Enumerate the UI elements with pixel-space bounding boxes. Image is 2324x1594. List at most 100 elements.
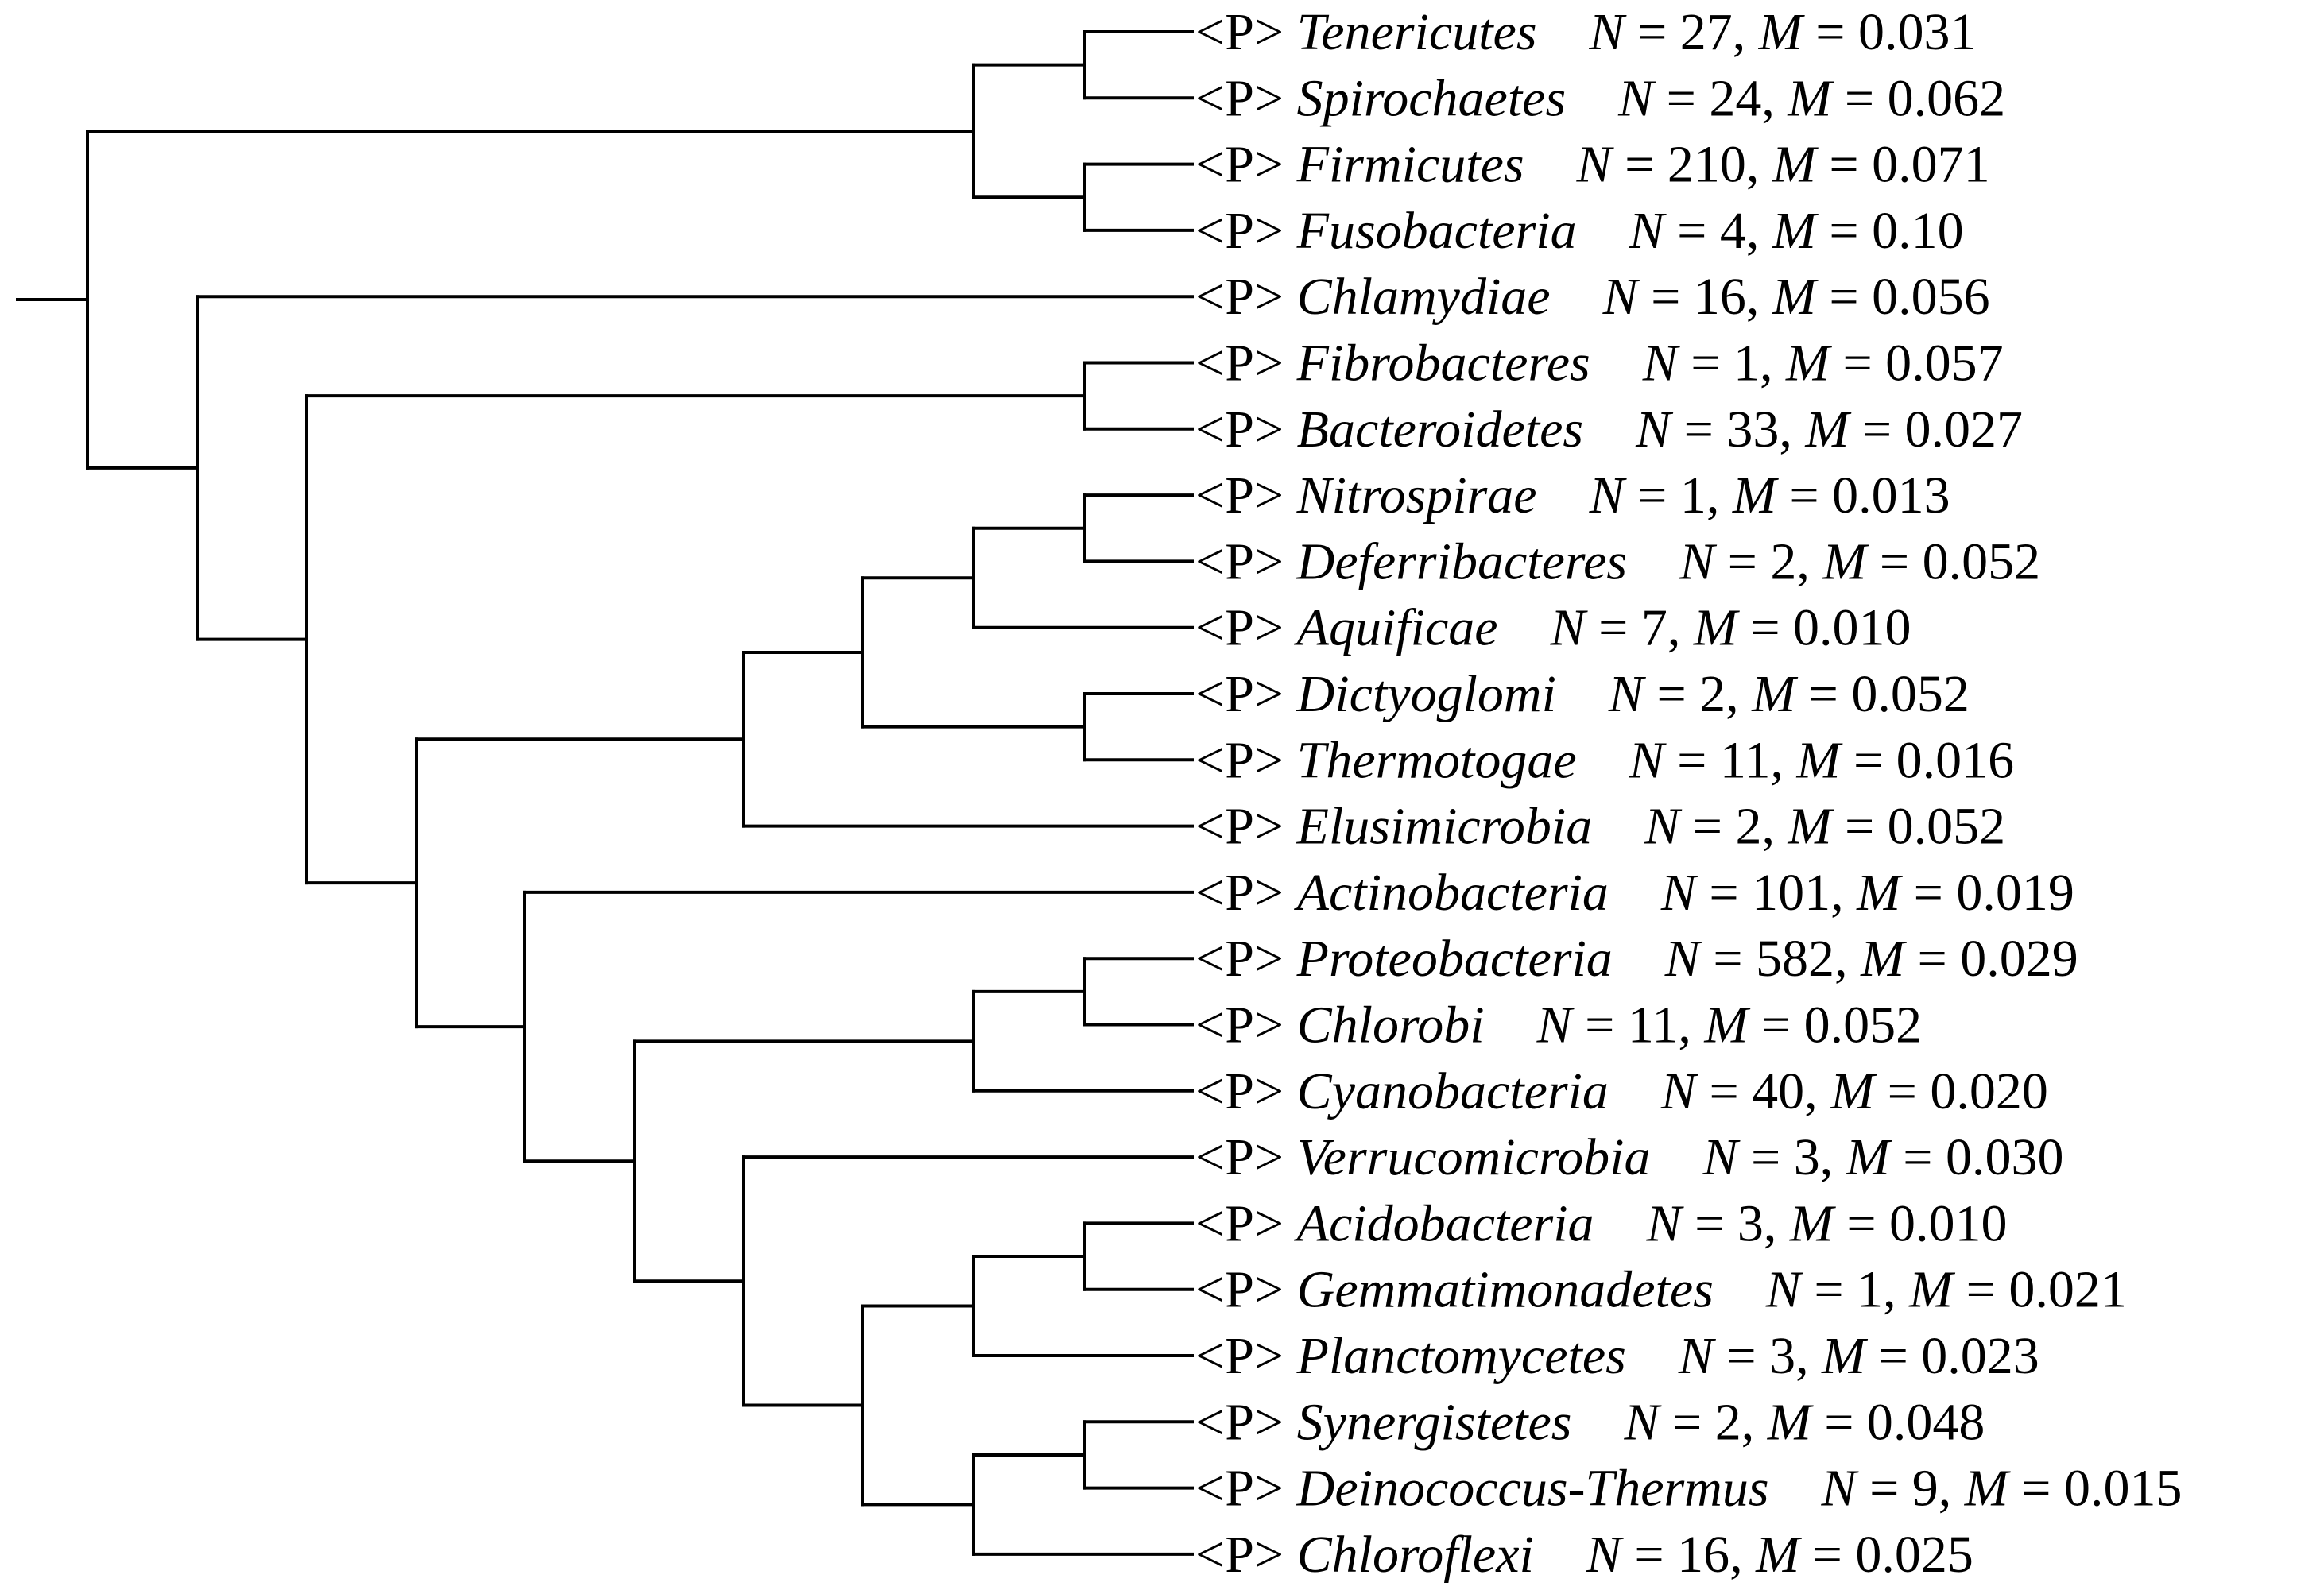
rank-marker: <P>: [1195, 1525, 1297, 1583]
rank-marker: <P>: [1195, 1260, 1297, 1318]
spacer: [1524, 135, 1577, 193]
spacer: [1594, 1194, 1647, 1252]
m-value: = 0.052: [1831, 797, 2005, 855]
taxon-name: Deinococcus-Thermus: [1296, 1459, 1769, 1517]
spacer: [1626, 1327, 1679, 1385]
n-label: N: [1821, 1459, 1860, 1517]
m-label: M: [1830, 1062, 1877, 1120]
leaf-label: <P> Gemmatimonadetes N = 1, M = 0.021: [1195, 1260, 2127, 1318]
rank-marker: <P>: [1195, 201, 1297, 259]
n-label: N: [1702, 1128, 1741, 1186]
spacer: [1583, 400, 1636, 458]
m-value: = 0.019: [1900, 863, 2074, 921]
leaf-label: <P> Fusobacteria N = 4, M = 0.10: [1195, 201, 1964, 259]
leaf-label: <P> Verrucomicrobia N = 3, M = 0.030: [1195, 1128, 2063, 1186]
n-label: N: [1660, 1062, 1699, 1120]
leaf-label: <P> Chlamydiae N = 16, M = 0.056: [1195, 268, 1990, 326]
taxon-name: Elusimicrobia: [1296, 797, 1593, 855]
m-label: M: [1856, 863, 1904, 921]
spacer: [1627, 532, 1679, 590]
taxon-name: Actinobacteria: [1294, 863, 1609, 921]
n-value: = 40,: [1696, 1062, 1830, 1120]
m-label: M: [1767, 1393, 1815, 1451]
leaf-labels: <P> Tenericutes N = 27, M = 0.031 <P> Spi…: [1195, 3, 2183, 1584]
m-label: M: [1751, 665, 1799, 723]
m-value: = 0.052: [1748, 996, 1922, 1054]
m-label: M: [1795, 731, 1843, 789]
m-value: = 0.030: [1890, 1128, 2064, 1186]
n-value: = 24,: [1653, 69, 1788, 127]
tree-branches: [16, 30, 1194, 1556]
leaf-label: <P> Deinococcus-Thermus N = 9, M = 0.015: [1195, 1459, 2183, 1517]
rank-marker: <P>: [1195, 1062, 1297, 1120]
m-label: M: [1772, 201, 1819, 259]
m-label: M: [1755, 1525, 1803, 1583]
m-value: = 0.025: [1799, 1525, 1973, 1583]
leaf-label: <P> Actinobacteria N = 101, M = 0.019: [1195, 863, 2074, 921]
n-value: = 4,: [1664, 201, 1772, 259]
leaf-label: <P> Aquificae N = 7, M = 0.010: [1195, 598, 1911, 656]
spacer: [1714, 1260, 1766, 1318]
taxon-name: Fusobacteria: [1296, 201, 1577, 259]
taxon-name: Chlorobi: [1297, 996, 1485, 1054]
m-value: = 0.010: [1737, 598, 1911, 656]
n-label: N: [1536, 996, 1575, 1054]
leaf-label: <P> Fibrobacteres N = 1, M = 0.057: [1195, 334, 2004, 392]
n-label: N: [1629, 201, 1667, 259]
spacer: [1556, 665, 1609, 723]
leaf-label: <P> Bacteroidetes N = 33, M = 0.027: [1195, 400, 2023, 458]
n-value: = 582,: [1700, 930, 1861, 988]
taxon-name: Cyanobacteria: [1297, 1062, 1609, 1120]
m-value: = 0.048: [1811, 1393, 1985, 1451]
n-value: = 16,: [1621, 1525, 1756, 1583]
n-label: N: [1589, 3, 1628, 61]
leaf-label: <P> Proteobacteria N = 582, M = 0.029: [1195, 930, 2078, 988]
n-value: = 2,: [1659, 1393, 1767, 1451]
m-value: = 0.016: [1840, 731, 2014, 789]
n-value: = 33,: [1671, 400, 1805, 458]
m-value: = 0.052: [1795, 665, 1970, 723]
rank-marker: <P>: [1195, 1194, 1297, 1252]
leaf-label: <P> Dictyoglomi N = 2, M = 0.052: [1195, 665, 1970, 723]
spacer: [1571, 1393, 1624, 1451]
n-label: N: [1608, 665, 1647, 723]
m-label: M: [1772, 135, 1819, 193]
leaf-label: <P> Spirochaetes N = 24, M = 0.062: [1195, 69, 2005, 127]
n-label: N: [1550, 598, 1589, 656]
taxon-name: Chloroflexi: [1297, 1525, 1534, 1583]
n-label: N: [1644, 797, 1683, 855]
rank-marker: <P>: [1195, 1393, 1297, 1451]
m-value: = 0.021: [1953, 1260, 2127, 1318]
m-label: M: [1703, 996, 1751, 1054]
rank-marker: <P>: [1195, 996, 1297, 1054]
leaf-label: <P> Cyanobacteria N = 40, M = 0.020: [1195, 1062, 2048, 1120]
m-label: M: [1693, 598, 1741, 656]
n-label: N: [1664, 930, 1703, 988]
n-label: N: [1576, 135, 1615, 193]
leaf-label: <P> Synergistetes N = 2, M = 0.048: [1195, 1393, 1985, 1451]
taxon-name: Chlamydiae: [1297, 268, 1551, 326]
m-label: M: [1787, 797, 1834, 855]
m-label: M: [1785, 334, 1833, 392]
n-value: = 9,: [1857, 1459, 1965, 1517]
n-value: = 2,: [1714, 532, 1822, 590]
rank-marker: <P>: [1195, 334, 1297, 392]
spacer: [1613, 930, 1665, 988]
rank-marker: <P>: [1195, 268, 1297, 326]
n-label: N: [1765, 1260, 1804, 1318]
n-label: N: [1635, 400, 1674, 458]
spacer: [1609, 863, 1661, 921]
taxon-name: Deferribacteres: [1296, 532, 1627, 590]
spacer: [1537, 466, 1590, 524]
spacer: [1551, 268, 1603, 326]
n-value: = 2,: [1644, 665, 1752, 723]
spacer: [1769, 1459, 1822, 1517]
leaf-label: <P> Planctomycetes N = 3, M = 0.023: [1195, 1327, 2039, 1385]
spacer: [1537, 3, 1590, 61]
spacer: [1534, 1525, 1586, 1583]
n-value: = 7,: [1586, 598, 1694, 656]
m-label: M: [1789, 1194, 1837, 1252]
rank-marker: <P>: [1195, 400, 1297, 458]
m-label: M: [1787, 69, 1834, 127]
